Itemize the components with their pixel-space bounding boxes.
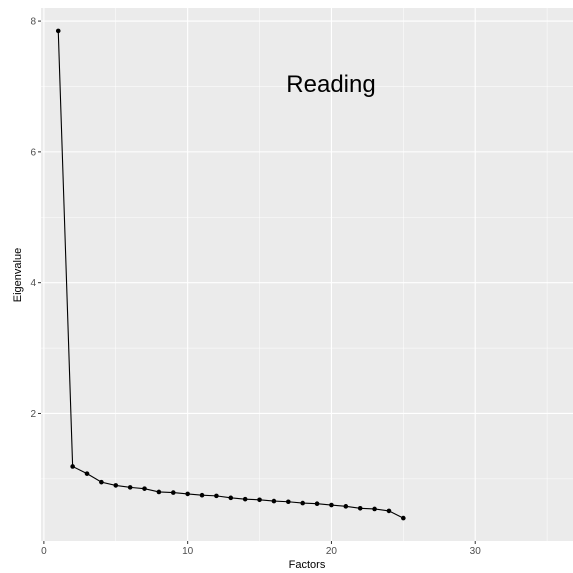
data-point [314,501,320,507]
x-tick-label: 10 [182,546,194,557]
data-point [70,464,75,469]
y-tick-label: 4 [30,278,36,289]
x-tick-label: 0 [41,546,47,557]
axis-ticks: 0 10 20 30 2 4 6 8 [30,17,481,557]
x-axis-title: Factors [289,559,326,571]
data-point [142,486,147,491]
x-tick-label: 20 [326,546,338,557]
data-point [214,493,219,499]
data-point [271,498,277,504]
plot-panel [41,8,573,541]
data-point [185,491,190,497]
data-point [257,497,262,503]
data-point [357,506,363,511]
y-tick-label: 8 [30,17,36,28]
y-tick-label: 6 [30,147,36,158]
y-tick-label: 2 [30,409,36,420]
data-point [343,504,349,509]
data-point [55,28,61,34]
data-point [127,485,133,490]
data-point [228,495,234,501]
data-point [372,506,377,512]
data-point [401,515,406,521]
data-point [156,489,162,495]
data-point [113,483,119,488]
y-axis-title: Eigenvalue [12,248,24,302]
data-point [300,500,305,506]
chart-annotation: Reading [286,71,375,98]
data-series [55,28,406,521]
data-point [286,499,291,505]
data-point [329,502,334,508]
grid-lines [41,8,573,541]
data-point [199,492,205,498]
data-point [386,508,392,514]
data-point [170,490,176,495]
data-point [99,479,104,485]
data-point [242,496,248,502]
data-point [84,471,90,476]
x-tick-label: 30 [470,546,482,557]
